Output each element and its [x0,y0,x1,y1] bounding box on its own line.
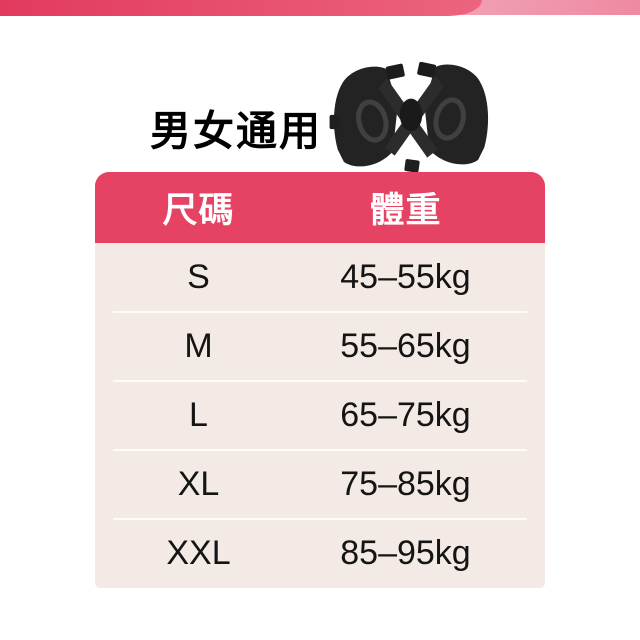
size-column-header: 尺碼 [162,191,235,230]
weight-column-header: 體重 [369,191,442,230]
weight-cell: 55–65kg [340,327,471,365]
table-row: M 55–65kg [95,313,545,380]
row-divider [113,449,527,451]
table-row: XXL 85–95kg [95,520,545,587]
table-row: XL 75–85kg [95,451,545,518]
top-banner [0,0,640,16]
weight-cell: 85–95kg [340,534,471,572]
table-row: S 45–55kg [95,244,545,311]
weight-cell: 45–55kg [340,258,471,296]
size-cell: XXL [166,534,231,572]
size-cell: S [187,258,210,296]
table-header-row: 尺碼 體重 [95,172,545,243]
weight-cell: 75–85kg [340,465,471,503]
banner-dark-stripe [0,0,482,16]
size-chart-table: 尺碼 體重 S 45–55kg M 55–65kg L 65–75kg XL 7… [95,172,545,588]
row-divider [113,518,527,520]
size-cell: XL [177,465,220,503]
posture-corrector-image [328,62,494,176]
row-divider [113,311,527,313]
size-cell: L [189,396,208,434]
size-cell: M [184,327,213,365]
weight-cell: 65–75kg [340,396,471,434]
unisex-title: 男女通用 [150,108,322,154]
row-divider [113,380,527,382]
hero-section: 男女通用 [0,16,640,176]
table-body: S 45–55kg M 55–65kg L 65–75kg XL 75–85kg… [95,243,545,588]
table-row: L 65–75kg [95,382,545,449]
